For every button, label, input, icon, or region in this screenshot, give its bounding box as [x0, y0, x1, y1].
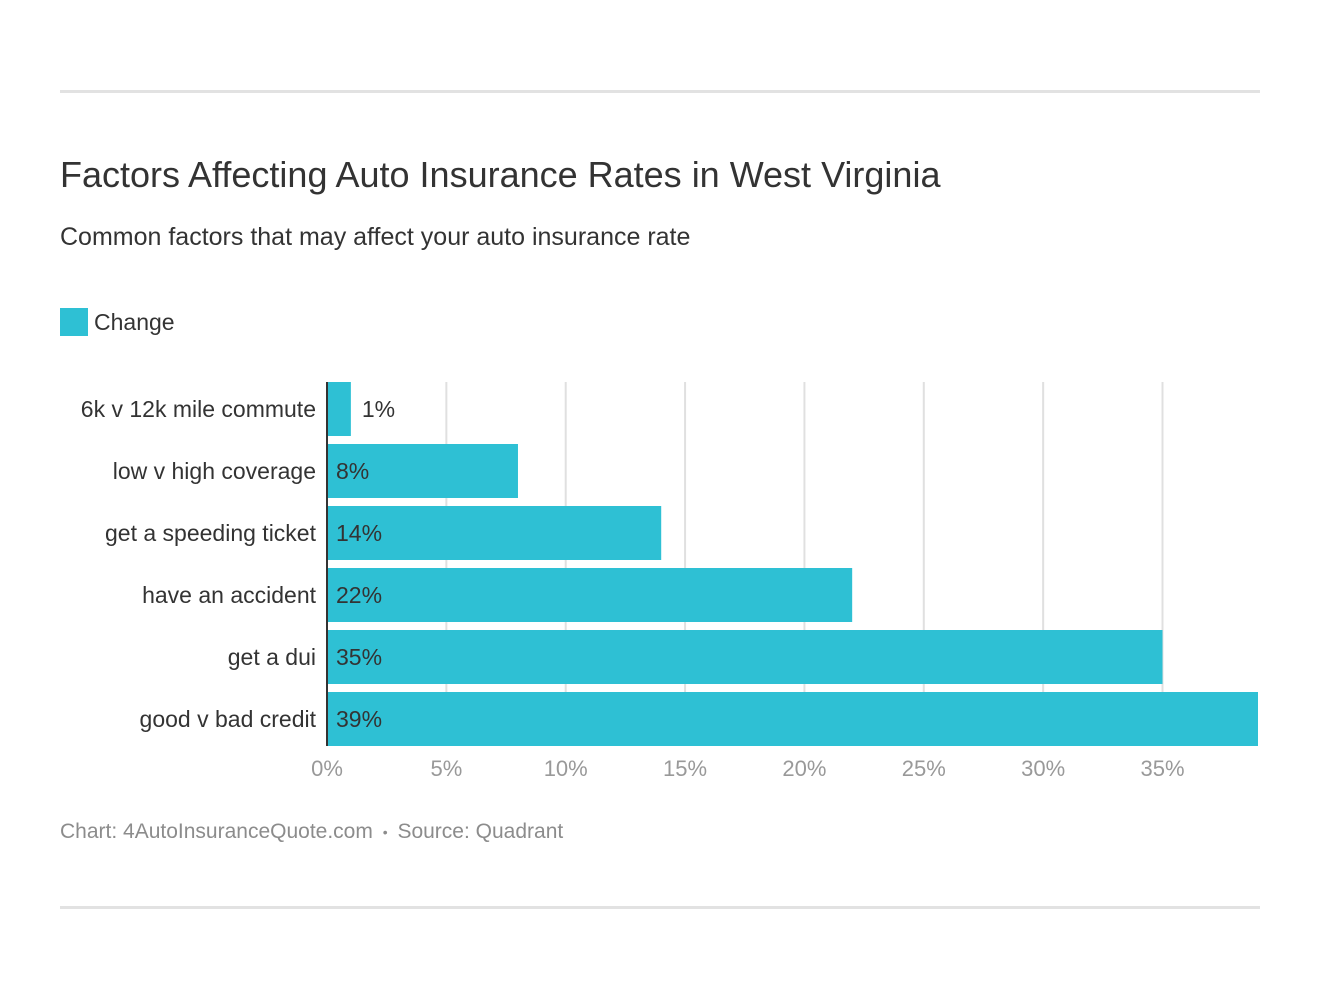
x-tick-label: 30% [1021, 756, 1065, 781]
category-label: have an accident [142, 582, 317, 608]
bar [327, 630, 1163, 684]
bar [327, 692, 1258, 746]
legend: Change [60, 308, 175, 336]
bar [327, 568, 853, 622]
bar [327, 506, 662, 560]
value-label: 14% [336, 520, 382, 546]
bar [327, 444, 518, 498]
bottom-divider [60, 906, 1260, 909]
legend-swatch [60, 308, 88, 336]
chart-footer: Chart: 4AutoInsuranceQuote.com • Source:… [60, 820, 563, 844]
category-label: low v high coverage [113, 458, 316, 484]
value-label: 22% [336, 582, 382, 608]
chart-title: Factors Affecting Auto Insurance Rates i… [60, 154, 941, 195]
value-label: 1% [362, 396, 395, 422]
category-label: get a dui [228, 644, 316, 670]
category-label: get a speeding ticket [105, 520, 317, 546]
category-label: 6k v 12k mile commute [81, 396, 316, 422]
category-label: good v bad credit [140, 706, 317, 732]
x-tick-label: 10% [544, 756, 588, 781]
x-tick-label: 0% [311, 756, 343, 781]
chart-credit: Chart: 4AutoInsuranceQuote.com [60, 820, 373, 843]
x-tick-label: 35% [1140, 756, 1184, 781]
value-label: 35% [336, 644, 382, 670]
chart-subtitle: Common factors that may affect your auto… [60, 223, 691, 251]
top-divider [60, 90, 1260, 93]
value-label: 39% [336, 706, 382, 732]
value-label: 8% [336, 458, 369, 484]
bar [327, 382, 351, 436]
footer-separator: • [382, 824, 388, 840]
x-tick-label: 15% [663, 756, 707, 781]
x-tick-label: 20% [782, 756, 826, 781]
legend-label: Change [94, 308, 175, 335]
x-tick-label: 25% [902, 756, 946, 781]
x-tick-label: 5% [430, 756, 462, 781]
chart-source: Source: Quadrant [397, 820, 564, 843]
